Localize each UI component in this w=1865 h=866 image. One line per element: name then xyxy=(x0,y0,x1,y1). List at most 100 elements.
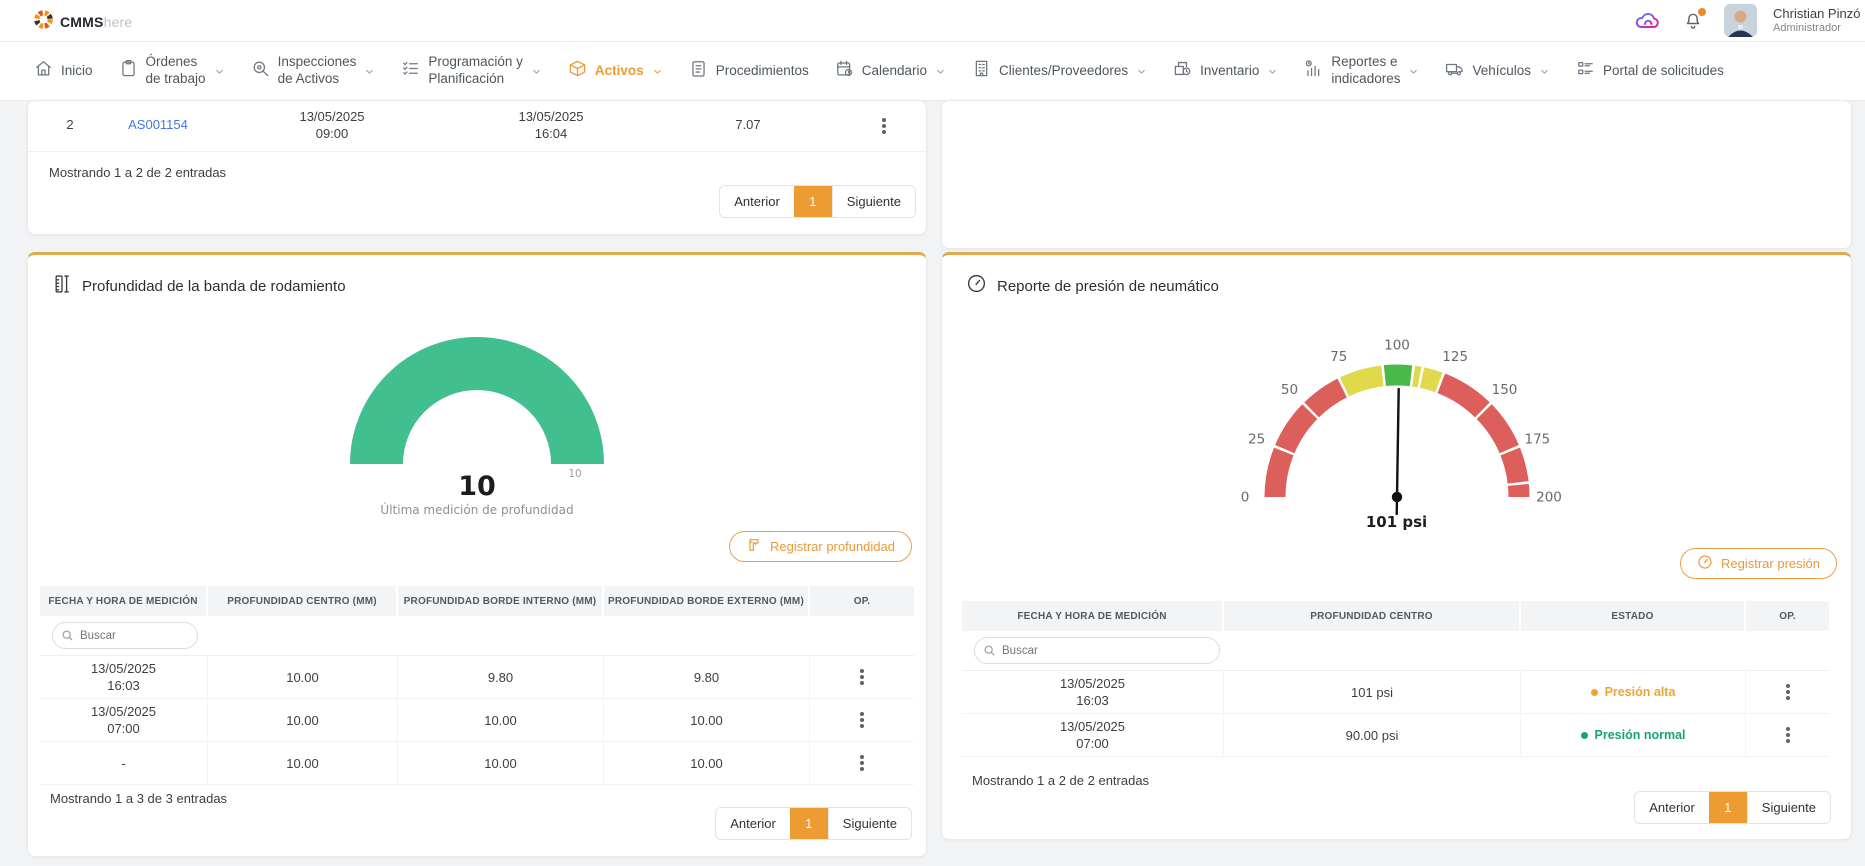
row-actions-kebab[interactable] xyxy=(849,664,875,690)
depth-center-value: 10.00 xyxy=(208,699,398,741)
row-actions-kebab[interactable] xyxy=(849,707,875,733)
nav-item-ordenes[interactable]: Órdenes de trabajo xyxy=(106,42,238,100)
notifications-bell-icon[interactable] xyxy=(1678,6,1708,34)
table-row: 13/05/2025 16:03 10.00 9.80 9.80 xyxy=(40,656,914,699)
tire-pressure-gauge: 0 25 50 75 100 125 150 175 200 101 psi xyxy=(1187,317,1607,547)
avatar[interactable] xyxy=(1724,4,1757,37)
clipboard-icon xyxy=(119,59,138,83)
cube-icon xyxy=(568,59,587,83)
gauge-value: 10 xyxy=(458,471,496,502)
pagination-prev-button[interactable]: Anterior xyxy=(1635,792,1709,823)
svg-text:200: 200 xyxy=(1536,490,1562,506)
user-block[interactable]: Christian Pinzó Administrador xyxy=(1773,5,1865,36)
chevron-down-icon xyxy=(1539,66,1550,77)
cloud-sync-icon[interactable] xyxy=(1632,8,1662,34)
nav-item-inventario[interactable]: Inventario xyxy=(1160,42,1291,100)
row-actions-kebab[interactable] xyxy=(849,750,875,776)
user-name: Christian Pinzó xyxy=(1773,6,1861,21)
measure-datetime: 13/05/2025 16:03 xyxy=(962,671,1224,713)
nav-item-inspecciones[interactable]: Inspecciones de Activos xyxy=(238,42,389,100)
table-search-row xyxy=(962,631,1829,671)
row-actions-kebab[interactable] xyxy=(871,113,897,139)
tread-measurements-table: FECHA Y HORA DE MEDICIÓN PROFUNDIDAD CENT… xyxy=(40,586,914,785)
pagination-page-1-button[interactable]: 1 xyxy=(793,186,832,217)
nav-item-activos[interactable]: Activos xyxy=(555,42,676,103)
depth-inner-edge-value: 9.80 xyxy=(398,656,604,698)
pagination-page-1-button[interactable]: 1 xyxy=(1708,792,1747,823)
nav-item-inicio[interactable]: Inicio xyxy=(21,42,106,100)
logo: CMMShere xyxy=(33,9,132,35)
register-pressure-button[interactable]: Registrar presión xyxy=(1680,548,1837,579)
chevron-down-icon xyxy=(1267,66,1278,77)
pressure-measurements-table: FECHA Y HORA DE MEDICIÓN PROFUNDIDAD CENT… xyxy=(962,601,1829,757)
status-badge: Presión alta xyxy=(1521,671,1746,713)
svg-text:75: 75 xyxy=(1330,349,1347,365)
pagination: Anterior 1 Siguiente xyxy=(715,807,912,840)
column-header: OP. xyxy=(1779,610,1796,622)
building-icon xyxy=(972,59,991,83)
pressure-value: 101 psi xyxy=(1224,671,1521,713)
depth-outer-edge-value: 9.80 xyxy=(604,656,810,698)
top-right-card xyxy=(941,100,1852,249)
svg-text:0: 0 xyxy=(1240,490,1249,506)
table-row: 13/05/2025 16:03 101 psi Presión alta xyxy=(962,671,1829,714)
column-header: ESTADO xyxy=(1521,601,1746,631)
depth-gauge-icon xyxy=(746,537,762,556)
nav-item-portal-de-solicitudes[interactable]: Portal de solicitudes xyxy=(1563,42,1737,100)
search-input[interactable] xyxy=(974,637,1220,664)
svg-text:25: 25 xyxy=(1248,431,1265,447)
column-header: FECHA Y HORA DE MEDICIÓN xyxy=(40,586,208,616)
measure-datetime: 13/05/2025 07:00 xyxy=(962,714,1224,756)
pagination-next-button[interactable]: Siguiente xyxy=(827,808,911,839)
depth-outer-edge-value: 10.00 xyxy=(604,699,810,741)
search-input[interactable] xyxy=(52,622,198,649)
nav-item-clientes-proveedores[interactable]: Clientes/Proveedores xyxy=(959,42,1160,100)
card-title: Profundidad de la banda de rodamiento xyxy=(82,278,346,295)
pagination-prev-button[interactable]: Anterior xyxy=(716,808,790,839)
measure-datetime: 13/05/2025 16:03 xyxy=(40,656,208,698)
chevron-down-icon xyxy=(531,66,542,77)
table-row: -10.00 10.00 10.00 xyxy=(40,742,914,785)
pagination-next-button[interactable]: Siguiente xyxy=(1746,792,1830,823)
depth-inner-edge-value: 10.00 xyxy=(398,699,604,741)
tread-depth-card: Profundidad de la banda de rodamiento 10… xyxy=(27,252,927,857)
home-icon xyxy=(34,59,53,83)
status-badge: Presión normal xyxy=(1521,714,1746,756)
asset-code-link[interactable]: AS001154 xyxy=(128,117,188,132)
status-dot-icon xyxy=(1590,688,1598,696)
pressure-value: 90.00 psi xyxy=(1224,714,1521,756)
nav-item-reportes-e[interactable]: Reportes e indicadores xyxy=(1291,42,1432,100)
svg-text:50: 50 xyxy=(1280,382,1297,398)
column-header: OP. xyxy=(853,595,871,607)
gauge-caption: Última medición de profundidad xyxy=(380,503,574,517)
end-datetime: 13/05/2025 16:04 xyxy=(518,109,584,141)
pagination-prev-button[interactable]: Anterior xyxy=(720,186,794,217)
showing-entries: Mostrando 1 a 2 de 2 entradas xyxy=(972,773,1150,788)
showing-entries: Mostrando 1 a 3 de 3 entradas xyxy=(50,791,228,806)
nav-item-vehiculos[interactable]: Vehículos xyxy=(1432,42,1563,100)
register-depth-button[interactable]: Registrar profundidad xyxy=(728,531,912,562)
chevron-down-icon xyxy=(935,66,946,77)
card-title: Reporte de presión de neumático xyxy=(997,277,1219,295)
calendar-icon xyxy=(835,59,854,83)
column-header: FECHA Y HORA DE MEDICIÓN xyxy=(962,601,1224,631)
notification-dot xyxy=(1697,6,1707,17)
table-row: 13/05/2025 07:00 90.00 psi Presión normal xyxy=(962,714,1829,757)
chevron-down-icon xyxy=(364,66,375,77)
nav-item-programacion-y[interactable]: Programación y Planificación xyxy=(388,42,555,100)
nav-item-calendario[interactable]: Calendario xyxy=(822,42,959,100)
row-actions-kebab[interactable] xyxy=(1775,679,1801,705)
start-datetime: 13/05/2025 09:00 xyxy=(299,109,365,141)
row-actions-kebab[interactable] xyxy=(1775,722,1801,748)
svg-text:150: 150 xyxy=(1491,382,1517,398)
inspection-icon xyxy=(251,59,270,83)
pagination-page-1-button[interactable]: 1 xyxy=(789,808,828,839)
depth-center-value: 10.00 xyxy=(208,656,398,698)
showing-entries: Mostrando 1 a 2 de 2 entradas xyxy=(49,165,227,180)
svg-text:100: 100 xyxy=(1384,338,1410,354)
user-role: Administrador xyxy=(1773,22,1841,35)
nav-item-procedimientos[interactable]: Procedimientos xyxy=(676,42,822,100)
main-nav: Inicio Órdenes de trabajo Inspecciones de … xyxy=(0,42,1865,103)
hours-value: 7.07 xyxy=(735,117,761,132)
pagination-next-button[interactable]: Siguiente xyxy=(831,186,915,217)
